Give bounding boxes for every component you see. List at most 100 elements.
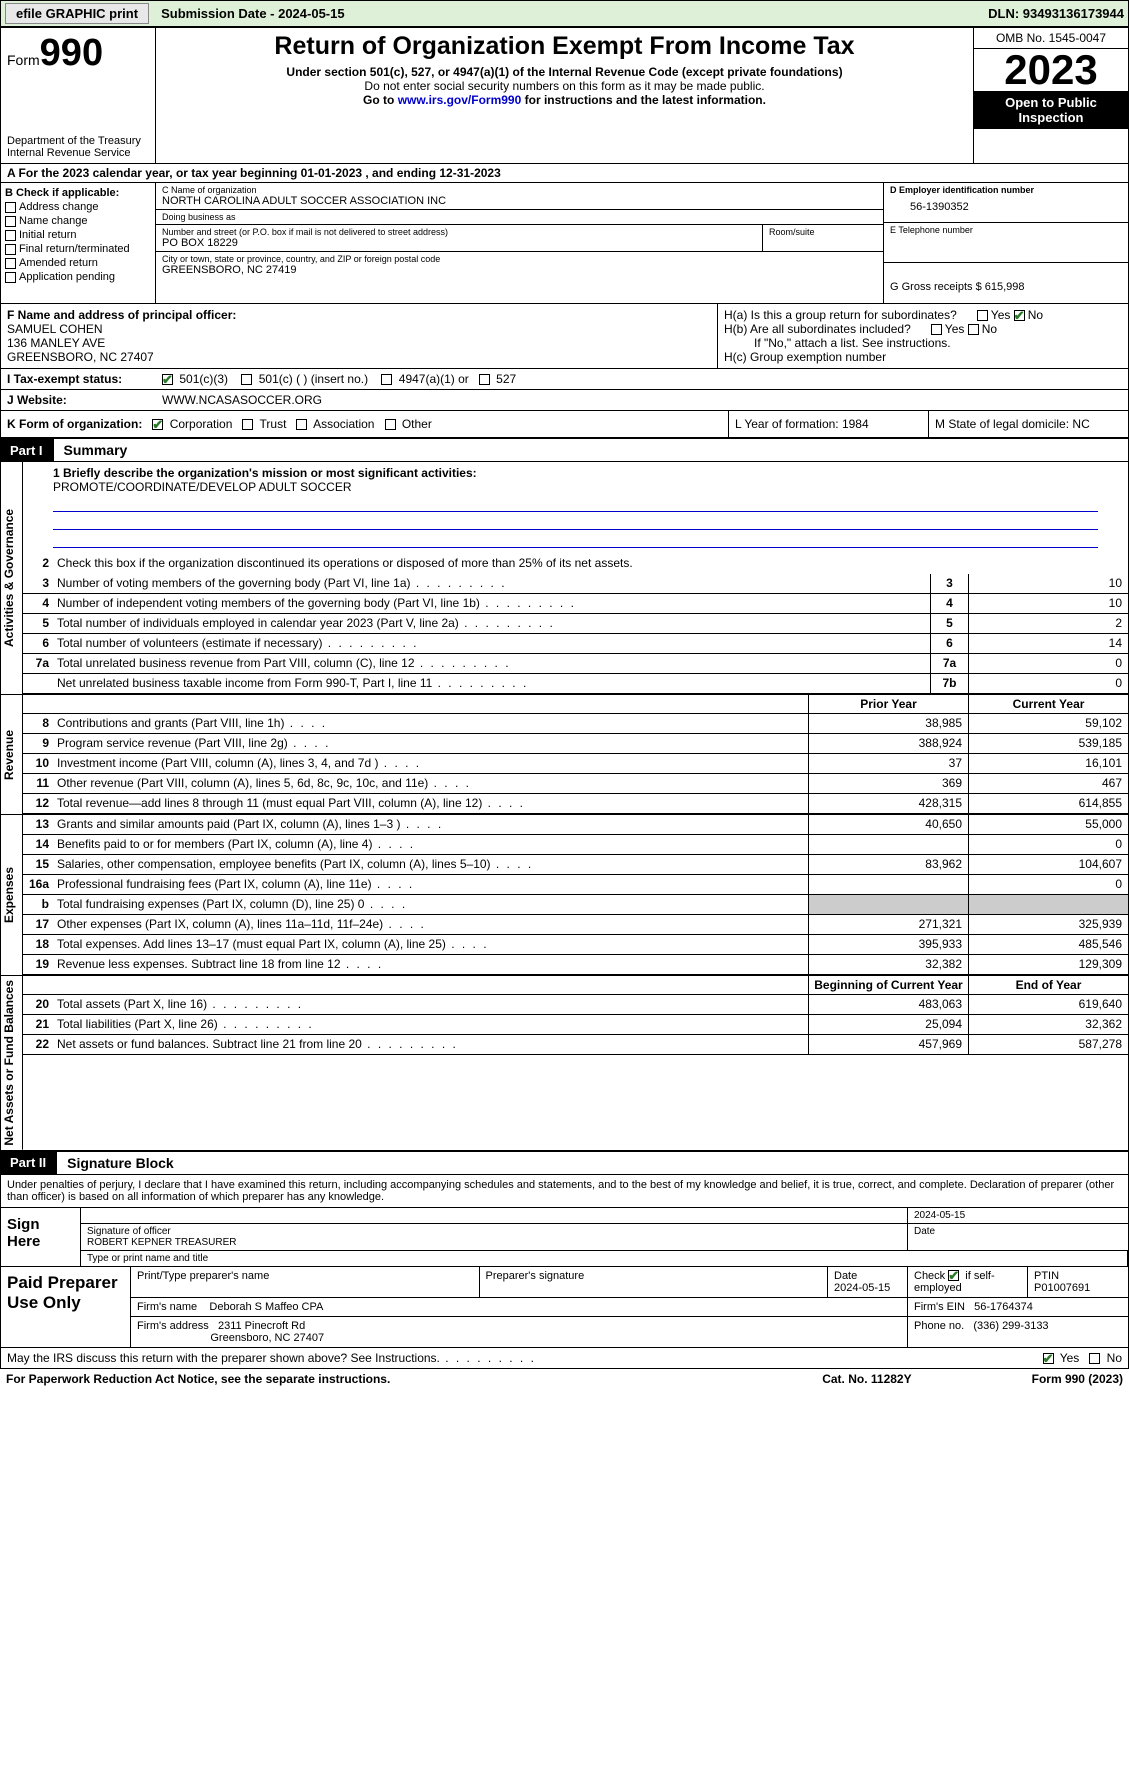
footer-left: For Paperwork Reduction Act Notice, see … — [6, 1372, 822, 1386]
chk-527[interactable] — [479, 374, 490, 385]
exp-prior-18: 395,933 — [808, 935, 968, 954]
rev-curr-9: 539,185 — [968, 734, 1128, 753]
chk-name-change[interactable]: Name change — [5, 215, 151, 227]
gov-val-3: 10 — [968, 574, 1128, 593]
preparer-sig-hdr: Preparer's signature — [480, 1267, 829, 1297]
rev-prior-8: 38,985 — [808, 714, 968, 733]
chk-self-employed[interactable]: Check if self-employed — [908, 1267, 1028, 1297]
phone-label: E Telephone number — [890, 225, 1122, 235]
gov-line-3: Number of voting members of the governin… — [53, 574, 930, 593]
rev-line-11: Other revenue (Part VIII, column (A), li… — [53, 774, 808, 793]
form-header: Form990 Department of the Treasury Inter… — [0, 27, 1129, 164]
firm-addr1: 2311 Pinecroft Rd — [218, 1320, 305, 1332]
gov-line-6: Total number of volunteers (estimate if … — [53, 634, 930, 653]
sig-officer-label: Signature of officer — [87, 1226, 901, 1237]
paid-preparer-block: Paid Preparer Use Only Print/Type prepar… — [0, 1267, 1129, 1348]
chk-address-change[interactable]: Address change — [5, 201, 151, 213]
summary-revenue: Revenue Prior YearCurrent Year 8Contribu… — [0, 695, 1129, 815]
vtab-governance: Activities & Governance — [1, 462, 23, 694]
gov-val-7b: 0 — [968, 674, 1128, 693]
firm-ein: 56-1764374 — [974, 1301, 1033, 1313]
line-2-text: Check this box if the organization disco… — [53, 554, 1128, 574]
gov-val-5: 2 — [968, 614, 1128, 633]
exp-curr-15: 104,607 — [968, 855, 1128, 874]
chk-association[interactable] — [296, 419, 307, 430]
chk-application-pending[interactable]: Application pending — [5, 271, 151, 283]
net-beg-21: 25,094 — [808, 1015, 968, 1034]
exp-curr-14: 0 — [968, 835, 1128, 854]
col-current-year: Current Year — [968, 695, 1128, 713]
irs-link[interactable]: www.irs.gov/Form990 — [398, 93, 522, 107]
gov-line-7a: Total unrelated business revenue from Pa… — [53, 654, 930, 673]
part-1-header: Part I Summary — [0, 438, 1129, 462]
exp-prior-15: 83,962 — [808, 855, 968, 874]
exp-prior-14 — [808, 835, 968, 854]
chk-corporation[interactable] — [152, 419, 163, 430]
chk-other[interactable] — [385, 419, 396, 430]
net-line-20: Total assets (Part X, line 16) — [53, 995, 808, 1014]
chk-4947[interactable] — [381, 374, 392, 385]
chk-501c3[interactable] — [162, 374, 173, 385]
summary-governance: Activities & Governance 1 Briefly descri… — [0, 462, 1129, 695]
chk-trust[interactable] — [242, 419, 253, 430]
dln-number: DLN: 93493136173944 — [988, 6, 1124, 21]
officer-addr1: 136 MANLEY AVE — [7, 336, 711, 350]
net-end-21: 32,362 — [968, 1015, 1128, 1034]
gov-val-6: 14 — [968, 634, 1128, 653]
rev-curr-8: 59,102 — [968, 714, 1128, 733]
form-subtitle-2: Do not enter social security numbers on … — [160, 79, 969, 93]
chk-final-return[interactable]: Final return/terminated — [5, 243, 151, 255]
row-j-website: J Website: WWW.NCASASOCCER.ORG — [0, 390, 1129, 411]
chk-initial-return[interactable]: Initial return — [5, 229, 151, 241]
sign-here-label: Sign Here — [1, 1208, 81, 1266]
dba-label: Doing business as — [162, 212, 877, 222]
exp-prior-17: 271,321 — [808, 915, 968, 934]
exp-line-13: Grants and similar amounts paid (Part IX… — [53, 815, 808, 834]
exp-curr-19: 129,309 — [968, 955, 1128, 974]
exp-line-16a: Professional fundraising fees (Part IX, … — [53, 875, 808, 894]
form-title: Return of Organization Exempt From Incom… — [160, 32, 969, 61]
irs-discuss-row: May the IRS discuss this return with the… — [0, 1348, 1129, 1369]
chk-amended-return[interactable]: Amended return — [5, 257, 151, 269]
chk-501c[interactable] — [241, 374, 252, 385]
net-beg-22: 457,969 — [808, 1035, 968, 1054]
top-toolbar: efile GRAPHIC print Submission Date - 20… — [0, 0, 1129, 27]
year-formation: L Year of formation: 1984 — [728, 411, 928, 437]
rev-prior-11: 369 — [808, 774, 968, 793]
gross-receipts: G Gross receipts $ 615,998 — [890, 281, 1122, 293]
efile-print-button[interactable]: efile GRAPHIC print — [5, 3, 149, 24]
row-k-org-form: K Form of organization: Corporation Trus… — [0, 411, 1129, 438]
row-a-tax-year: A For the 2023 calendar year, or tax yea… — [0, 164, 1129, 183]
rev-line-9: Program service revenue (Part VIII, line… — [53, 734, 808, 753]
footer-right: Form 990 (2023) — [1032, 1372, 1123, 1386]
open-public-badge: Open to Public Inspection — [974, 91, 1128, 129]
rev-line-12: Total revenue—add lines 8 through 11 (mu… — [53, 794, 808, 813]
net-end-20: 619,640 — [968, 995, 1128, 1014]
col-end-year: End of Year — [968, 976, 1128, 994]
rev-curr-12: 614,855 — [968, 794, 1128, 813]
chk-irs-yes[interactable] — [1043, 1353, 1054, 1364]
exp-line-14: Benefits paid to or for members (Part IX… — [53, 835, 808, 854]
vtab-expenses: Expenses — [1, 815, 23, 975]
rev-line-10: Investment income (Part VIII, column (A)… — [53, 754, 808, 773]
website-value: WWW.NCASASOCCER.ORG — [156, 390, 1128, 410]
rev-prior-9: 388,924 — [808, 734, 968, 753]
col-prior-year: Prior Year — [808, 695, 968, 713]
exp-line-15: Salaries, other compensation, employee b… — [53, 855, 808, 874]
sig-date-label: Date — [908, 1224, 1128, 1250]
exp-curr-13: 55,000 — [968, 815, 1128, 834]
gov-val-4: 10 — [968, 594, 1128, 613]
officer-label: F Name and address of principal officer: — [7, 308, 711, 322]
state-domicile: M State of legal domicile: NC — [928, 411, 1128, 437]
gov-line-5: Total number of individuals employed in … — [53, 614, 930, 633]
chk-irs-no[interactable] — [1089, 1353, 1100, 1364]
sig-type-label: Type or print name and title — [81, 1251, 1128, 1266]
mission-text: PROMOTE/COORDINATE/DEVELOP ADULT SOCCER — [53, 480, 1098, 494]
form-number: Form990 — [7, 32, 149, 75]
rev-curr-10: 16,101 — [968, 754, 1128, 773]
firm-phone: (336) 299-3133 — [973, 1320, 1048, 1332]
dept-treasury: Department of the Treasury Internal Reve… — [7, 135, 149, 159]
h-b-note: If "No," attach a list. See instructions… — [724, 336, 1122, 350]
street-value: PO BOX 18229 — [162, 237, 756, 249]
ein-value: 56-1390352 — [890, 195, 1122, 219]
